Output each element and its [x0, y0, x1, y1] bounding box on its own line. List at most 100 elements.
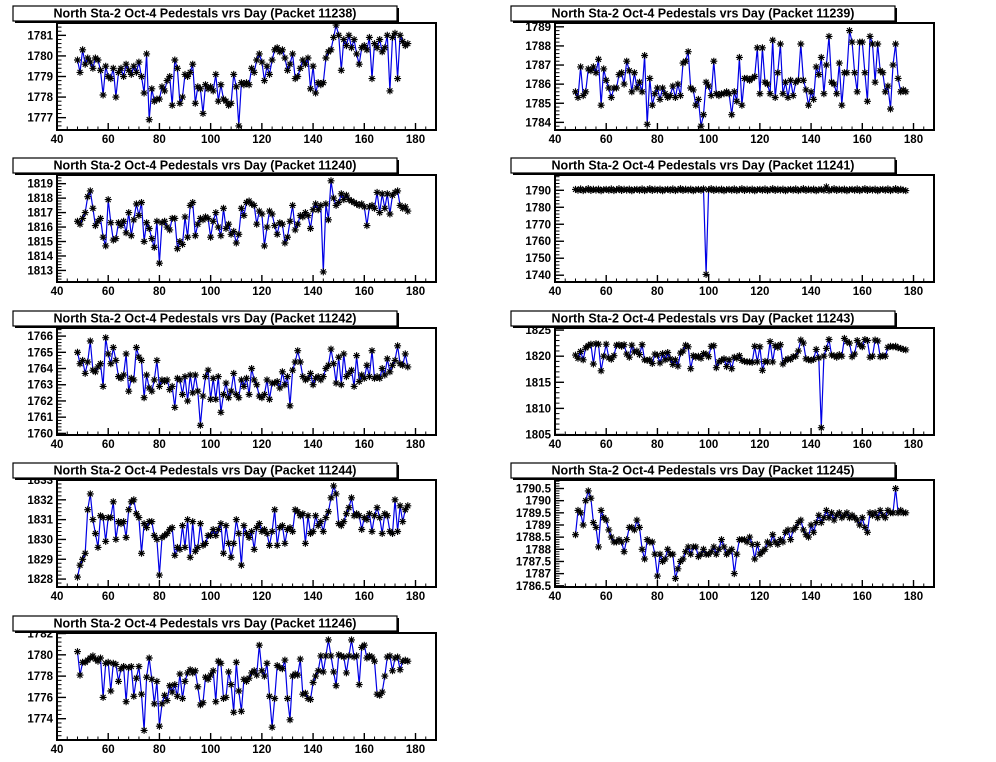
- chart-svg: 1777 1778 1779 1780 1781 40 60 80 100 120 140 160 18…: [12, 5, 437, 146]
- chart-svg: 1740 1750 1760 1770 1780 1790 40 60 80 100 120 140 1…: [510, 157, 935, 298]
- x-tick-label: 100: [201, 439, 220, 451]
- series-markers: [74, 636, 412, 734]
- x-tick-label: 80: [153, 744, 166, 756]
- x-tick-label: 120: [750, 439, 769, 451]
- title-box: [510, 310, 896, 327]
- y-tick-label: 1760: [27, 428, 53, 440]
- y-tick-label: 1810: [525, 403, 551, 415]
- x-tick-label: 60: [102, 286, 115, 298]
- x-tick-label: 120: [750, 591, 769, 603]
- y-tick-label: 1784: [525, 117, 551, 129]
- y-tick-label: 1789: [525, 22, 551, 34]
- x-tick-label: 100: [699, 439, 718, 451]
- y-tick-label: 1817: [27, 208, 53, 220]
- title-box: [510, 462, 896, 479]
- y-tick-label: 1788: [525, 544, 551, 556]
- series-markers: [572, 27, 910, 130]
- x-tick-label: 120: [252, 744, 271, 756]
- y-tick-label: 1762: [27, 396, 53, 408]
- x-tick-label: 120: [252, 591, 271, 603]
- x-tick-label: 160: [355, 134, 374, 146]
- y-tick-label: 1780: [525, 202, 551, 214]
- y-tick-label: 1787: [525, 60, 551, 72]
- x-tick-label: 100: [699, 591, 718, 603]
- y-tick-label: 1781: [27, 30, 53, 42]
- y-tick-label: 1780: [27, 51, 53, 63]
- series-markers: [572, 485, 910, 582]
- x-tick-label: 40: [549, 286, 562, 298]
- chart-svg: 1760 1761 1762 1763 1764 1765 1766 40 60 80 100 120…: [12, 310, 437, 451]
- y-tick-label: 1805: [525, 429, 551, 441]
- x-tick-label: 140: [303, 439, 322, 451]
- x-tick-label: 40: [51, 286, 64, 298]
- y-tick-label: 1761: [27, 412, 53, 424]
- title-box: [510, 5, 896, 22]
- x-tick-label: 140: [801, 286, 820, 298]
- chart-pad-packet-11239: 1784 1785 1786 1787 1788 1789 40 60 80 100 120 140 1…: [498, 0, 996, 152]
- x-axis: [56, 275, 437, 282]
- plot-frame: [554, 479, 935, 588]
- x-tick-label: 80: [651, 439, 664, 451]
- chart-title: North Sta-2 Oct-4 Pedestals vrs Day (Pac…: [552, 312, 855, 326]
- y-tick-label: 1787: [525, 569, 551, 581]
- y-tick-label: 1790.5: [516, 484, 552, 496]
- series-line: [77, 180, 409, 272]
- y-tick-label: 1789.5: [516, 508, 552, 520]
- y-axis: [555, 176, 564, 283]
- y-tick-label: 1789: [525, 520, 551, 532]
- x-axis: [554, 580, 935, 587]
- x-tick-label: 80: [651, 134, 664, 146]
- x-tick-label: 160: [355, 286, 374, 298]
- y-tick-label: 1790: [525, 496, 551, 508]
- series-line: [574, 30, 907, 127]
- y-tick-label: 1786: [525, 79, 551, 91]
- x-tick-label: 80: [651, 591, 664, 603]
- x-tick-label: 180: [904, 134, 923, 146]
- y-tick-label: 1816: [27, 222, 53, 234]
- x-tick-label: 120: [750, 134, 769, 146]
- y-tick-label: 1815: [27, 237, 53, 249]
- x-tick-label: 180: [406, 134, 425, 146]
- chart-svg: 1784 1785 1786 1787 1788 1789 40 60 80 100 120 140 1…: [510, 5, 935, 146]
- y-tick-label: 1815: [525, 377, 551, 389]
- series-markers: [572, 183, 910, 278]
- series-line: [574, 488, 906, 579]
- chart-pad-packet-11241: 1740 1750 1760 1770 1780 1790 40 60 80 100 120 140 1…: [498, 152, 996, 304]
- x-tick-label: 100: [201, 744, 220, 756]
- y-axis: [57, 329, 66, 435]
- chart-svg: 1786.517871787.517881788.517891789.51790…: [510, 462, 935, 603]
- y-tick-label: 1819: [27, 179, 53, 191]
- x-tick-label: 120: [252, 286, 271, 298]
- series-line: [575, 336, 906, 428]
- series-line: [575, 185, 906, 275]
- y-tick-label: 1774: [27, 714, 53, 726]
- series-markers: [572, 334, 910, 432]
- x-tick-label: 60: [102, 439, 115, 451]
- y-tick-label: 1760: [525, 236, 551, 248]
- chart-title: North Sta-2 Oct-4 Pedestals vrs Day (Pac…: [54, 159, 357, 173]
- chart-title: North Sta-2 Oct-4 Pedestals vrs Day (Pac…: [54, 464, 357, 478]
- chart-svg: 1813 1814 1815 1816 1817 1818 1819 40 60 80 100 120…: [12, 157, 437, 298]
- y-tick-label: 1766: [27, 331, 53, 343]
- y-tick-label: 1765: [27, 347, 53, 359]
- y-axis: [555, 22, 564, 131]
- y-tick-label: 1788.5: [516, 532, 552, 544]
- y-tick-label: 1778: [27, 92, 53, 104]
- x-tick-label: 40: [51, 591, 64, 603]
- chart-pad-packet-11244: 1828 1829 1830 1831 1832 1833 40 60 80 100 120 140 1…: [0, 457, 498, 609]
- x-tick-label: 140: [801, 591, 820, 603]
- y-tick-label: 1814: [27, 251, 53, 263]
- x-tick-label: 140: [801, 439, 820, 451]
- x-tick-label: 100: [201, 591, 220, 603]
- x-tick-label: 160: [853, 286, 872, 298]
- x-tick-label: 60: [600, 591, 613, 603]
- y-tick-label: 1788: [525, 41, 551, 53]
- x-tick-label: 120: [252, 439, 271, 451]
- y-tick-label: 1818: [27, 193, 53, 205]
- x-tick-label: 60: [600, 134, 613, 146]
- x-tick-label: 80: [153, 439, 166, 451]
- series-markers: [74, 21, 412, 130]
- y-tick-label: 1778: [27, 671, 53, 683]
